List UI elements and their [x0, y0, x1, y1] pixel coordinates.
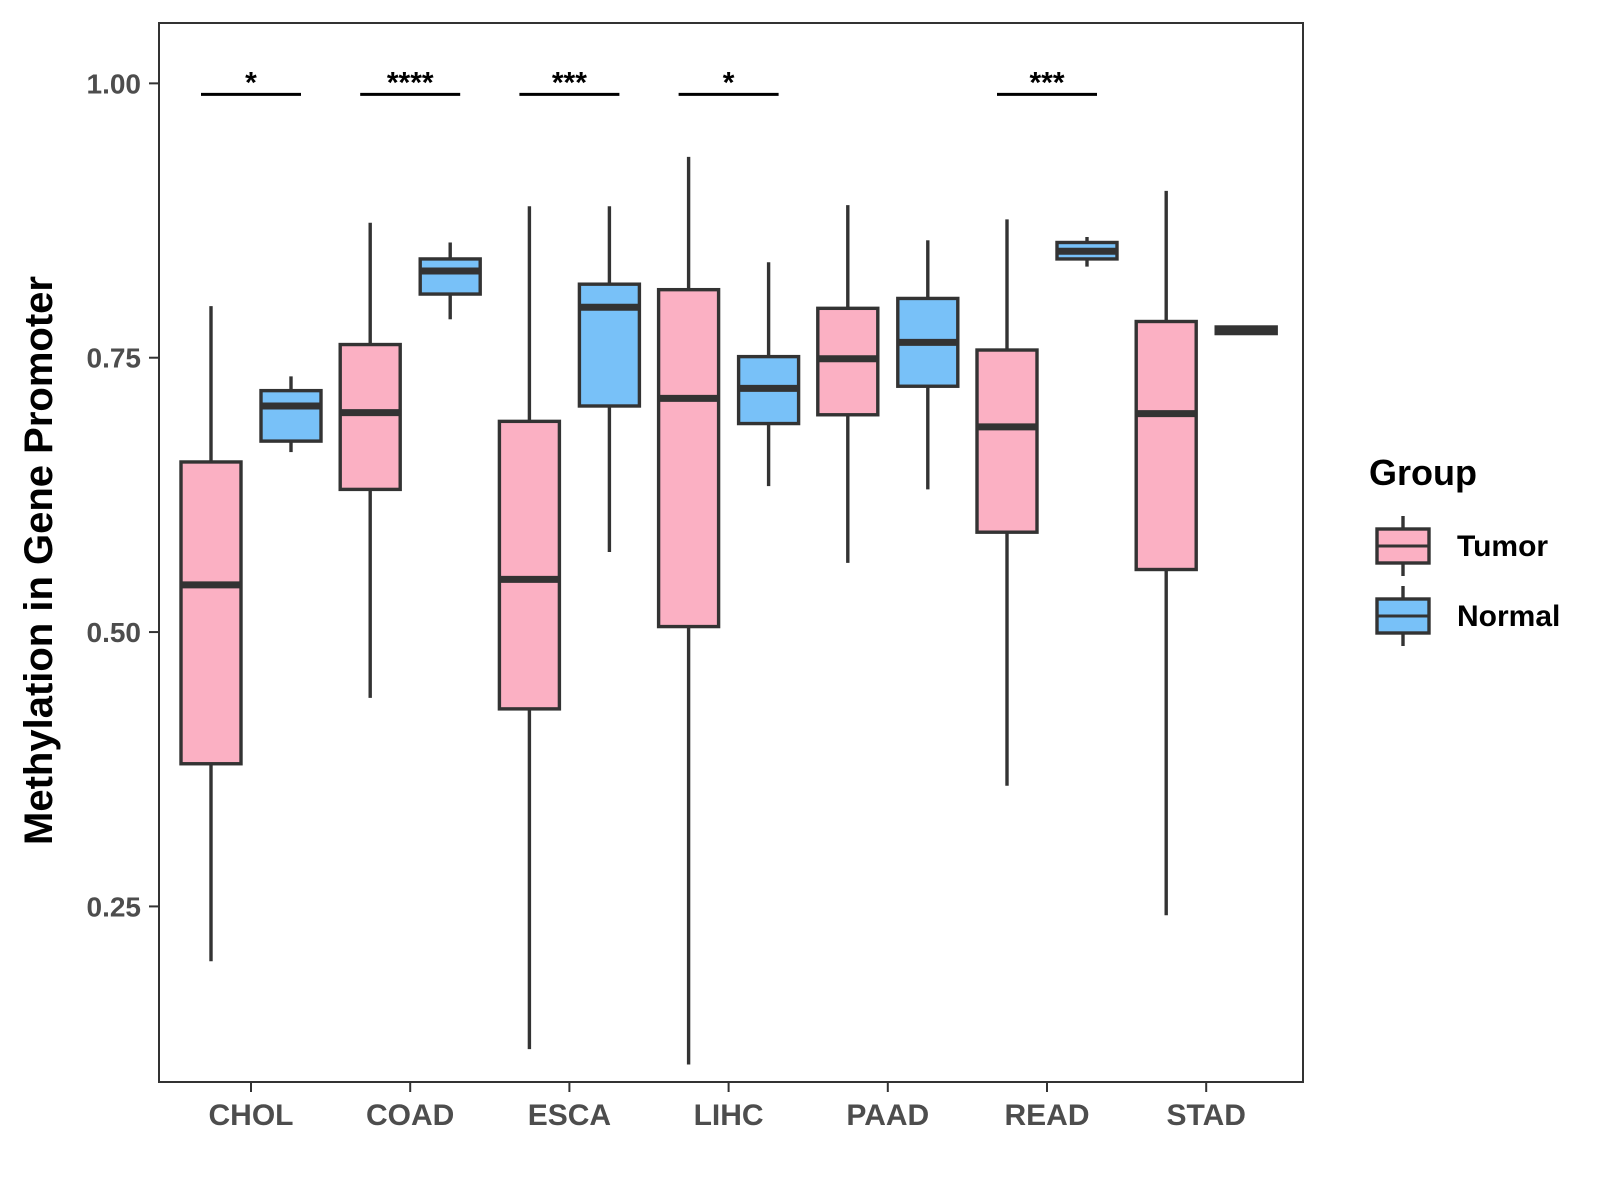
significance-esca: ***	[519, 66, 620, 99]
legend-label: Normal	[1457, 600, 1560, 633]
x-tick-label: READ	[1004, 1099, 1089, 1132]
x-tick-label: COAD	[366, 1099, 454, 1132]
x-tick-label: STAD	[1166, 1099, 1245, 1132]
box-normal-read	[1055, 236, 1119, 267]
box-body	[1134, 319, 1198, 572]
y-tick-label: 1.00	[87, 68, 142, 99]
box-tumor-paad	[816, 205, 880, 563]
box-tumor-read	[975, 219, 1039, 786]
legend-title: Group	[1369, 452, 1477, 493]
box-normal-esca	[577, 206, 642, 552]
panel-border	[158, 22, 1304, 1083]
y-axis-title: Methylation in Gene Promoter	[17, 276, 61, 845]
legend: Group Tumor Normal	[1369, 452, 1560, 646]
significance-label: ***	[1029, 66, 1064, 99]
significance-lihc: *	[678, 66, 779, 99]
box-body	[577, 282, 642, 408]
box-normal-stad	[1214, 325, 1278, 336]
x-tick-label: PAAD	[846, 1099, 929, 1132]
box-body	[418, 257, 482, 296]
significance-label: *	[245, 66, 257, 99]
legend-label: Tumor	[1457, 530, 1548, 563]
box-tumor-chol	[179, 306, 243, 962]
significance-label: *	[723, 66, 735, 99]
x-tick-label: LIHC	[694, 1099, 764, 1132]
box-normal-coad	[418, 242, 482, 320]
box-normal-chol	[259, 376, 323, 453]
legend-item-tumor: Tumor	[1375, 516, 1548, 576]
box-body	[497, 419, 562, 711]
box-normal-lihc	[736, 262, 801, 487]
axes: 0.25 0.50 0.75 1.00 CHOL COAD ESCA LIHC PAAD READ…	[87, 68, 1246, 1132]
significance-chol: *	[201, 66, 301, 99]
x-tick-label: ESCA	[528, 1099, 611, 1132]
legend-item-normal: Normal	[1375, 586, 1560, 646]
box-body	[656, 287, 721, 629]
box-tumor-coad	[338, 222, 402, 698]
significance-read: ***	[997, 66, 1097, 99]
box-body	[975, 348, 1039, 534]
box-body	[179, 460, 243, 766]
significance-coad: ****	[360, 66, 461, 99]
y-tick-label: 0.50	[87, 617, 142, 648]
significance-label: ***	[552, 66, 587, 99]
significance-label: ****	[387, 66, 434, 99]
y-tick-label: 0.25	[87, 891, 142, 922]
plot-area: * **** *** * ***	[179, 66, 1278, 1065]
box-tumor-lihc	[656, 156, 721, 1065]
box-body	[338, 342, 402, 492]
y-tick-label: 0.75	[87, 343, 142, 374]
box-normal-paad	[896, 240, 960, 490]
box-tumor-esca	[497, 206, 562, 1050]
box-body	[259, 388, 323, 443]
x-tick-label: CHOL	[209, 1099, 294, 1132]
box-tumor-stad	[1134, 190, 1198, 916]
